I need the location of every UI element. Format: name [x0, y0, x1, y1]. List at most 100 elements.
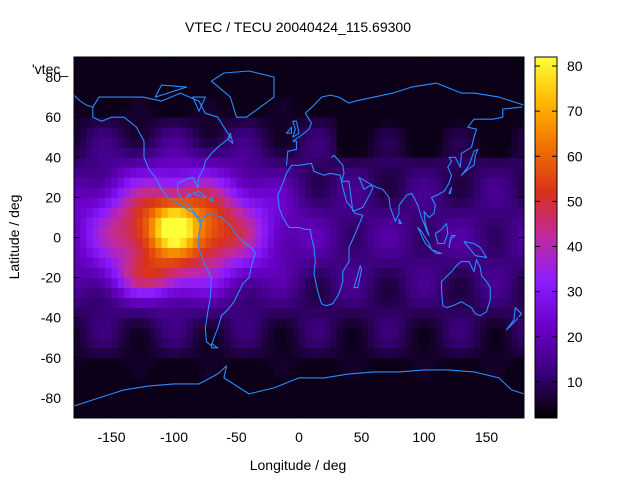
heatmap-cell	[499, 337, 506, 349]
heatmap-cell	[455, 287, 462, 299]
heatmap-cell	[355, 297, 362, 309]
heatmap-cell	[517, 137, 525, 148]
heatmap-cell	[161, 407, 169, 419]
heatmap-cell	[174, 77, 181, 88]
heatmap-cell	[74, 257, 81, 268]
heatmap-cell	[367, 377, 375, 389]
heatmap-cell	[124, 317, 131, 329]
heatmap-cell	[74, 117, 81, 128]
heatmap-cell	[380, 357, 387, 369]
heatmap-cell	[480, 277, 487, 289]
x-tick-label: 0	[295, 429, 303, 445]
heatmap-cell	[417, 407, 425, 419]
heatmap-cell	[205, 117, 212, 128]
heatmap-cell	[99, 157, 106, 168]
heatmap-cell	[280, 307, 287, 319]
heatmap-cell	[255, 297, 262, 309]
heatmap-cell	[386, 387, 394, 399]
heatmap-cell	[349, 167, 356, 178]
heatmap-cell	[505, 237, 512, 248]
heatmap-cell	[399, 367, 406, 379]
heatmap-cell	[105, 357, 112, 369]
heatmap-cell	[386, 157, 394, 168]
heatmap-cell	[105, 367, 112, 379]
heatmap-cell	[361, 87, 369, 98]
colorbar-tick-label: 50	[567, 193, 583, 209]
heatmap-cell	[124, 277, 131, 289]
heatmap-cell	[86, 257, 94, 268]
heatmap-cell	[180, 407, 187, 419]
heatmap-cell	[511, 377, 519, 389]
heatmap-cell	[142, 107, 150, 118]
heatmap-cell	[474, 267, 481, 279]
heatmap-cell	[374, 337, 381, 349]
colorbar-tick-label: 20	[567, 329, 583, 345]
coastline	[73, 94, 94, 108]
heatmap-cell	[192, 357, 200, 369]
heatmap-cell	[499, 227, 506, 238]
heatmap-cell	[386, 57, 394, 68]
heatmap-cell	[299, 337, 306, 349]
heatmap-cell	[155, 347, 162, 359]
heatmap-cell	[336, 177, 344, 188]
heatmap-cell	[92, 197, 100, 208]
heatmap-cell	[205, 67, 212, 78]
heatmap-cell	[492, 367, 500, 379]
heatmap-cell	[330, 367, 337, 379]
heatmap-cell	[455, 397, 462, 409]
heatmap-cell	[92, 337, 100, 349]
heatmap-cell	[499, 97, 506, 108]
heatmap-cell	[305, 227, 312, 238]
heatmap-cell	[330, 377, 337, 389]
heatmap-cell	[417, 67, 425, 78]
heatmap-cell	[261, 217, 269, 228]
heatmap-cell	[249, 97, 256, 108]
heatmap-cell	[105, 117, 112, 128]
heatmap-cell	[249, 187, 256, 198]
heatmap-cell	[436, 67, 444, 78]
heatmap-cell	[436, 407, 444, 419]
heatmap-cell	[124, 187, 131, 198]
heatmap-cell	[361, 297, 369, 309]
heatmap-cell	[342, 137, 350, 148]
heatmap-cell	[180, 297, 187, 309]
heatmap-cell	[386, 367, 394, 379]
heatmap-cell	[192, 377, 200, 389]
heatmap-cell	[430, 277, 437, 289]
heatmap-cell	[455, 157, 462, 168]
heatmap-cell	[436, 277, 444, 289]
heatmap-cell	[267, 397, 275, 409]
heatmap-cell	[130, 137, 137, 148]
heatmap-cell	[111, 127, 119, 138]
heatmap-cell	[392, 317, 400, 329]
heatmap-cell	[74, 347, 81, 359]
heatmap-cell	[336, 77, 344, 88]
heatmap-cell	[361, 247, 369, 258]
heatmap-cell	[467, 97, 475, 108]
heatmap-cell	[105, 87, 112, 98]
heatmap-cell	[511, 167, 519, 178]
x-tick-label: 50	[354, 429, 370, 445]
heatmap-cell	[199, 337, 206, 349]
heatmap-cell	[392, 237, 400, 248]
heatmap-cell	[480, 167, 487, 178]
heatmap-cell	[386, 127, 394, 138]
heatmap-cell	[499, 347, 506, 359]
heatmap-cell	[517, 177, 525, 188]
heatmap-cell	[192, 307, 200, 319]
heatmap-cell	[86, 357, 94, 369]
heatmap-cell	[430, 317, 437, 329]
heatmap-cell	[174, 267, 181, 279]
heatmap-cell	[461, 377, 469, 389]
heatmap-cell	[299, 327, 306, 339]
heatmap-cell	[474, 317, 481, 329]
heatmap-cell	[511, 367, 519, 379]
heatmap-cell	[261, 407, 269, 419]
heatmap-cell	[399, 77, 406, 88]
heatmap-cell	[174, 407, 181, 419]
colorbar	[534, 56, 558, 419]
heatmap-cell	[99, 107, 106, 118]
heatmap-cell	[230, 97, 237, 108]
heatmap-cell	[417, 277, 425, 289]
heatmap-cell	[267, 247, 275, 258]
